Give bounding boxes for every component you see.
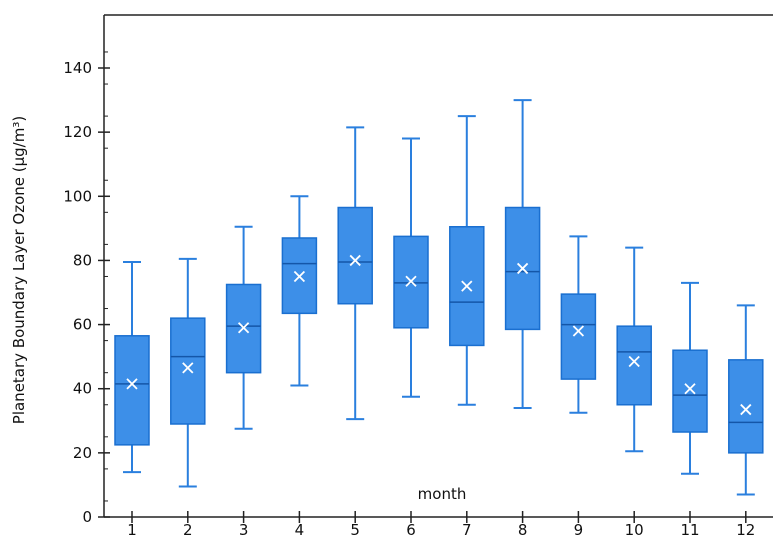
box-month-10 [616, 246, 652, 453]
y-axis-title: Planetary Boundary Layer Ozone (μg/m³) [10, 116, 28, 424]
y-tick-label: 0 [82, 508, 92, 526]
y-tick-label: 20 [73, 444, 92, 462]
y-tick-label: 120 [63, 123, 92, 141]
mean-marker [405, 275, 417, 287]
mean-marker [126, 378, 138, 390]
x-axis-ticks: 1 2 3 4 5 6 7 8 9 10 11 12 [127, 511, 755, 538]
box-month-3 [225, 225, 262, 430]
iqr-box [114, 335, 150, 446]
mean-marker [349, 254, 361, 267]
mean-marker [293, 270, 306, 283]
box-month-8 [504, 99, 541, 409]
mean-marker [516, 262, 529, 275]
y-tick-label: 40 [73, 380, 92, 398]
mean-marker [461, 280, 473, 292]
x-tick-label: 9 [574, 521, 584, 538]
y-axis-ticks: 0 20 40 60 80 100 120 140 [63, 51, 110, 526]
mean-marker [572, 325, 585, 337]
mean-marker [237, 322, 250, 334]
box-month-1 [114, 261, 150, 474]
y-tick-label: 100 [63, 187, 92, 205]
x-tick-label: 2 [183, 521, 193, 538]
iqr-box [728, 359, 764, 454]
x-tick-label: 10 [625, 521, 644, 538]
iqr-box [560, 293, 597, 380]
box-month-12 [728, 304, 764, 496]
box-month-7 [449, 115, 485, 406]
x-tick-label: 7 [462, 521, 472, 538]
x-tick-label: 5 [350, 521, 360, 538]
mean-marker [740, 403, 752, 416]
iqr-box [616, 325, 652, 406]
iqr-box [170, 317, 206, 425]
mean-marker [684, 383, 696, 395]
y-tick-label: 60 [73, 316, 92, 334]
box-month-9 [560, 235, 597, 414]
x-tick-label: 6 [406, 521, 416, 538]
y-tick-label: 80 [73, 251, 92, 269]
x-tick-label: 8 [518, 521, 528, 538]
box-month-2 [170, 257, 206, 488]
mean-marker [182, 362, 194, 374]
x-tick-label: 3 [239, 521, 249, 538]
y-tick-label: 140 [63, 59, 92, 77]
plot-axes [103, 14, 773, 518]
x-axis-title: month [418, 485, 467, 503]
mean-marker [628, 355, 640, 368]
x-tick-label: 12 [736, 521, 755, 538]
x-tick-label: 1 [127, 521, 137, 538]
iqr-box [672, 349, 708, 433]
box-series [114, 99, 764, 496]
box-month-4 [281, 195, 318, 387]
x-tick-label: 4 [295, 521, 305, 538]
box-month-5 [337, 126, 373, 421]
box-month-6 [393, 137, 429, 398]
iqr-box [337, 206, 373, 305]
box-month-11 [672, 281, 708, 475]
x-tick-label: 11 [680, 521, 699, 538]
